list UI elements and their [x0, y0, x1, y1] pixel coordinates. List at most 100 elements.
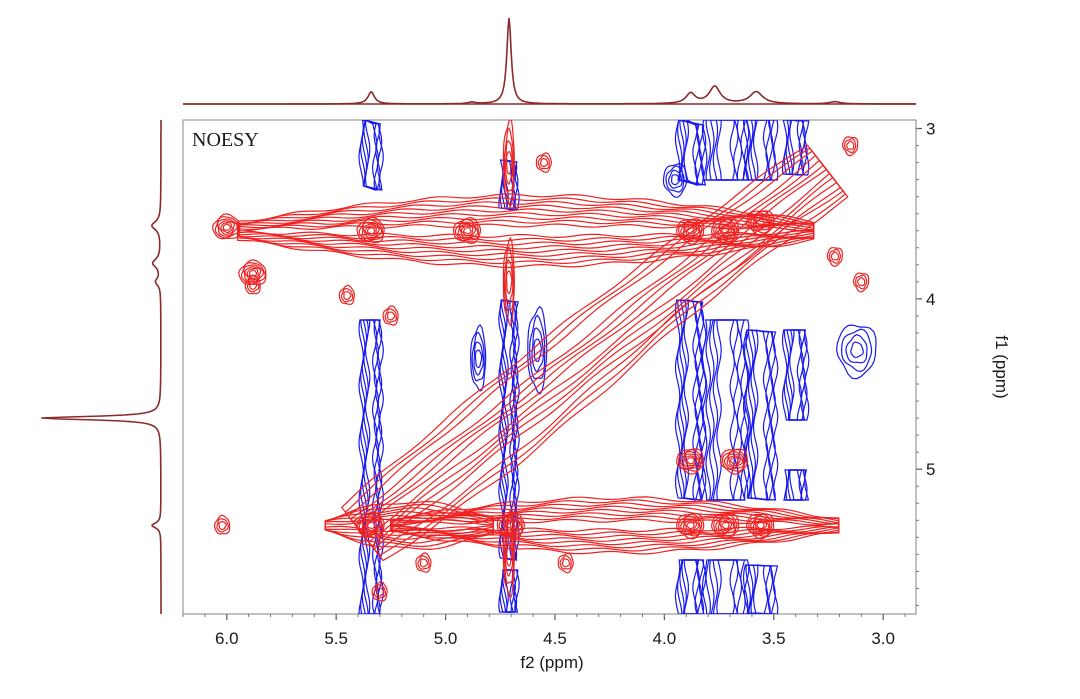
cross-peak-contour [220, 221, 233, 233]
small-peak-contour [216, 518, 229, 533]
x-tick-label: 3.0 [871, 629, 895, 648]
x-tick-label: 5.0 [434, 629, 458, 648]
cross-peak-contour [682, 518, 700, 534]
cross-peak-band-upper [237, 208, 815, 254]
diagonal-contour [340, 144, 849, 562]
cross-peak-contour [501, 516, 523, 535]
negative-stripe-contour [681, 120, 700, 186]
cross-peak-contour [684, 225, 698, 237]
cross-peak-contour [710, 218, 740, 245]
negative-stripe-contour [742, 564, 779, 614]
small-peak-contour [343, 291, 352, 301]
cross-peak-contour [715, 515, 736, 535]
small-peak-contour [338, 284, 355, 306]
cross-peak-band-lower-left [324, 510, 494, 540]
small-peak-contour [417, 555, 430, 570]
negative-stripe-contour [363, 120, 380, 191]
cross-peak-contour [459, 223, 477, 239]
cross-peak-contour [756, 521, 765, 530]
cross-peak-contour [246, 267, 259, 280]
small-peak-contour [244, 274, 261, 295]
positive-streak-contour [504, 531, 514, 577]
cross-peak-contour [729, 457, 739, 465]
cross-peak-contour [682, 223, 700, 239]
cross-peak-contour [752, 518, 770, 533]
cross-peak-contour [364, 520, 377, 532]
cross-peak-contour [710, 513, 740, 540]
negative-blob-contour [533, 338, 542, 363]
cross-peak-contour [754, 520, 768, 532]
cross-peak-contour [364, 225, 377, 237]
small-peak-contour [539, 157, 549, 168]
cross-peak-band-upper [237, 215, 815, 246]
small-peak-contour [557, 552, 574, 574]
small-peak-contour [213, 514, 231, 535]
positive-streak-contour [506, 270, 513, 294]
cross-peak-contour [748, 210, 773, 234]
negative-stripe-contour [683, 299, 698, 501]
cross-peak-contour [211, 213, 241, 240]
small-peak-contour [841, 136, 859, 157]
cross-peak-contour [498, 513, 523, 536]
positive-streak-contour [506, 542, 513, 567]
small-peak-contour [852, 272, 870, 293]
small-peak-contour [340, 287, 354, 303]
small-peak-contour [246, 277, 260, 293]
cross-peak-contour [362, 518, 380, 533]
negative-blob-contour [471, 331, 485, 382]
cross-peak-contour [745, 513, 775, 540]
positive-streak-contour [502, 236, 516, 327]
small-peak-contour [387, 311, 396, 321]
cross-peak-contour [678, 513, 703, 537]
cross-peak-contour [678, 218, 703, 242]
negative-blob-contour [527, 305, 548, 395]
cross-peak-contour [240, 261, 267, 285]
negative-stripe-contour [716, 120, 736, 181]
small-peak-contour [376, 587, 385, 597]
left-projection-trace [41, 120, 162, 614]
negative-stripe-contour [750, 120, 771, 181]
small-peak-contour [856, 276, 866, 287]
spectrum-title: NOESY [192, 129, 259, 151]
negative-stripe-contour [364, 120, 378, 191]
cross-peak-band-upper [237, 204, 815, 257]
small-peak-contour [419, 558, 429, 568]
positive-streak-contour [503, 246, 514, 312]
cross-peak-contour [680, 450, 701, 470]
negative-blob-contour [845, 334, 868, 364]
small-peak-contour [826, 247, 843, 268]
negative-stripe-contour [747, 329, 774, 501]
small-peak-contour [384, 308, 398, 323]
cross-peak-contour [460, 225, 474, 237]
cross-peak-contour [366, 521, 376, 530]
cross-peak-contour [680, 515, 701, 535]
x-tick-label: 4.5 [543, 629, 567, 648]
negative-stripe-contour [361, 319, 381, 614]
small-peak-contour [373, 584, 387, 599]
top-projection [183, 17, 916, 105]
negative-blob-contour [528, 314, 546, 380]
cross-peak-contour [717, 223, 735, 239]
cross-peak-contour [721, 521, 730, 530]
cross-peak-contour [356, 216, 385, 244]
cross-peak-contour [719, 225, 733, 237]
cross-peak-contour [362, 223, 380, 239]
small-peak-contour [415, 552, 432, 573]
cross-peak-band-lower [390, 518, 840, 533]
cross-peak-contour [680, 220, 701, 240]
cross-peak-contour [457, 221, 479, 241]
cross-peak-contour [686, 457, 695, 465]
cross-peak-contour [463, 226, 472, 235]
negative-blob-contour [668, 169, 683, 189]
cross-peak-band-lower-left [324, 514, 494, 536]
negative-stripe-contour [701, 559, 750, 614]
small-peak-contour [371, 581, 388, 602]
cross-peak-contour [222, 223, 232, 231]
x-tick-label: 5.5 [324, 629, 348, 648]
small-peak-contour [218, 520, 227, 531]
negative-stripe-contour [716, 559, 736, 614]
cross-peak-contour [686, 227, 695, 235]
negative-stripe-contour [712, 559, 739, 614]
cross-peak-contour [686, 522, 695, 530]
